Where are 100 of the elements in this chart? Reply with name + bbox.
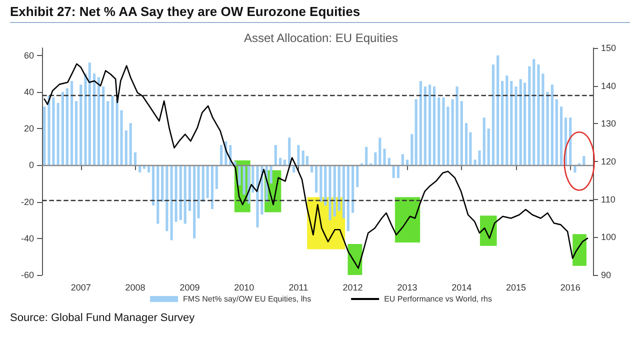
bar — [482, 118, 486, 166]
bar — [210, 165, 214, 210]
bar — [419, 80, 422, 166]
bar — [278, 158, 282, 166]
y-tick-label: 60 — [24, 50, 34, 60]
bar — [56, 102, 60, 166]
bar — [514, 86, 518, 166]
y-tick-label: 40 — [24, 86, 34, 97]
bar — [546, 92, 549, 166]
bar — [432, 86, 436, 166]
source-note: Source: Global Fund Manager Survey — [10, 312, 195, 324]
bar — [424, 86, 426, 166]
bar — [388, 158, 390, 166]
bar — [80, 84, 82, 166]
bar — [392, 165, 395, 178]
bar — [460, 101, 463, 166]
y-tick-label: 20 — [24, 124, 34, 134]
bar — [134, 152, 137, 166]
bar — [179, 165, 182, 220]
bar — [438, 97, 440, 166]
bar — [202, 165, 204, 202]
bar — [523, 82, 526, 166]
legend-label: FMS Net% say/OW EU Equities, lhs — [183, 294, 312, 304]
bar — [193, 165, 196, 238]
bar — [274, 145, 277, 166]
bar — [188, 165, 192, 211]
bar — [528, 66, 531, 166]
bar — [92, 74, 96, 166]
bar — [342, 165, 346, 218]
x-tick-label: 2014 — [452, 282, 472, 292]
bar — [351, 165, 354, 213]
bar — [492, 64, 495, 166]
bar — [70, 80, 74, 166]
x-tick-label: 2007 — [70, 282, 91, 292]
bar — [102, 86, 105, 166]
bar — [464, 123, 468, 166]
bar — [333, 165, 336, 216]
bar — [356, 165, 359, 188]
bar — [43, 106, 46, 166]
bar — [378, 138, 382, 166]
bar — [501, 80, 504, 166]
x-tick-label: 2008 — [125, 282, 146, 292]
bar — [456, 86, 458, 166]
x-tick-label: 2015 — [506, 282, 526, 292]
bar — [478, 150, 481, 166]
bar — [111, 96, 114, 166]
bar — [161, 165, 164, 202]
bar — [569, 118, 572, 166]
bar — [555, 99, 558, 166]
bar — [338, 165, 340, 211]
bar — [365, 146, 368, 166]
bar — [487, 128, 490, 166]
bar — [550, 84, 554, 166]
x-tick-label: 2013 — [397, 282, 418, 292]
bar — [428, 84, 432, 166]
bar — [560, 106, 563, 166]
y2-tick-label: 100 — [601, 232, 616, 242]
y-tick-label: -60 — [20, 270, 34, 280]
bar — [97, 77, 100, 166]
y2-tick-label: 110 — [601, 194, 616, 204]
x-tick-label: 2011 — [288, 282, 308, 292]
bar — [88, 62, 91, 166]
bar — [324, 165, 327, 206]
x-tick-label: 2016 — [560, 282, 580, 292]
y2-tick-label: 130 — [601, 118, 616, 129]
y-tick-label: -40 — [20, 233, 34, 244]
bar — [66, 88, 68, 166]
bar — [320, 165, 322, 202]
bar — [220, 145, 223, 166]
y2-tick-label: 120 — [601, 156, 616, 166]
bar — [582, 156, 586, 166]
bar — [242, 165, 246, 194]
bar — [124, 130, 128, 166]
y2-tick-label: 140 — [601, 80, 616, 91]
bar — [61, 92, 64, 166]
chart-subtitle: Asset Allocation: EU Equities — [244, 31, 398, 45]
x-tick-label: 2010 — [234, 282, 254, 292]
bar — [106, 101, 110, 166]
bar — [234, 162, 236, 166]
bar — [532, 58, 536, 166]
bar — [510, 80, 513, 166]
bar — [74, 101, 78, 166]
bar — [496, 55, 500, 166]
bar — [184, 165, 186, 224]
chart-title: Exhibit 27: Net % AA Say they are OW Eurozone Equities — [10, 4, 630, 23]
legend-label: EU Performance vs World, rhs — [384, 294, 492, 304]
bar — [506, 75, 508, 166]
y-tick-label: 0 — [28, 160, 34, 170]
bar — [156, 165, 160, 224]
bar — [129, 123, 132, 166]
x-tick-label: 2012 — [342, 282, 363, 292]
line-series — [44, 63, 588, 269]
bar — [283, 160, 286, 166]
bar — [152, 165, 155, 206]
y-tick-label: -20 — [20, 196, 34, 207]
bar — [297, 145, 300, 166]
bar — [406, 160, 409, 166]
bar — [374, 152, 377, 166]
bar — [206, 165, 209, 198]
bar — [238, 165, 241, 186]
